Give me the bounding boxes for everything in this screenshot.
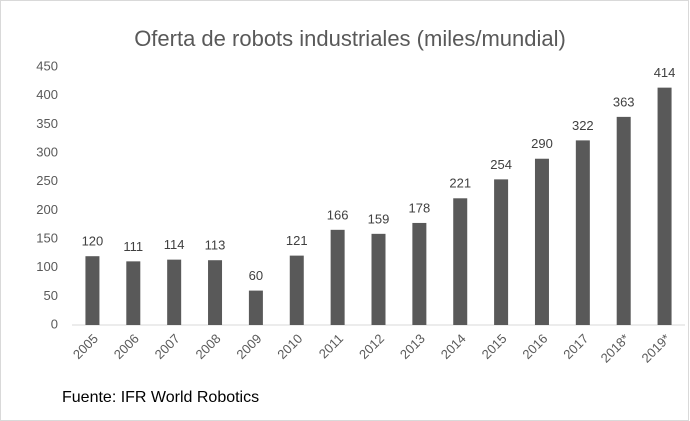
y-tick-label: 350 — [36, 116, 58, 131]
data-label: 159 — [368, 211, 390, 226]
bar — [289, 255, 304, 325]
chart-title: Oferta de robots industriales (miles/mun… — [134, 26, 566, 51]
bar — [167, 259, 182, 325]
bar — [126, 261, 141, 325]
x-tick-label: 2008 — [193, 331, 224, 362]
data-label: 111 — [123, 239, 143, 254]
bar — [85, 256, 100, 325]
data-label: 290 — [531, 136, 553, 151]
data-label: 60 — [249, 268, 263, 283]
y-tick-label: 100 — [36, 259, 58, 274]
bar — [657, 87, 672, 325]
y-tick-label: 50 — [44, 288, 58, 303]
y-tick-label: 150 — [36, 230, 58, 245]
data-label: 120 — [82, 234, 104, 249]
x-tick-label: 2011 — [316, 331, 346, 361]
data-label: 166 — [327, 207, 349, 222]
data-label: 414 — [654, 65, 676, 80]
x-tick-label: 2009 — [233, 331, 264, 362]
data-label: 114 — [164, 237, 185, 252]
bar — [330, 229, 345, 325]
y-tick-label: 400 — [36, 87, 58, 102]
x-tick-label: 2005 — [70, 331, 101, 362]
bar — [371, 233, 386, 325]
data-label: 322 — [572, 118, 594, 133]
bar — [575, 140, 590, 325]
y-tick-label: 0 — [51, 316, 58, 331]
bar — [494, 179, 509, 325]
x-tick-label: 2018* — [598, 331, 633, 366]
data-label: 113 — [205, 238, 226, 253]
x-tick-label: 2007 — [152, 331, 183, 362]
data-label: 121 — [286, 233, 308, 248]
x-tick-label: 2017 — [560, 331, 591, 362]
x-tick-label: 2015 — [479, 331, 510, 362]
y-tick-label: 450 — [36, 58, 58, 73]
bar — [534, 158, 549, 325]
x-tick-label: 2014 — [438, 331, 469, 362]
data-label: 254 — [490, 157, 512, 172]
x-tick-label: 2010 — [274, 331, 305, 362]
data-label: 178 — [409, 200, 431, 215]
data-label: 363 — [613, 94, 635, 109]
x-tick-label: 2013 — [397, 331, 428, 362]
y-tick-label: 250 — [36, 173, 58, 188]
bar — [208, 260, 223, 325]
x-tick-label: 2016 — [519, 331, 550, 362]
x-tick-label: 2019* — [638, 331, 673, 366]
x-tick-label: 2006 — [111, 331, 142, 362]
bar — [412, 222, 427, 325]
bar — [453, 198, 468, 325]
y-tick-label: 200 — [36, 202, 58, 217]
bar — [616, 116, 631, 325]
bar — [248, 290, 263, 325]
x-tick-label: 2012 — [356, 331, 387, 362]
source-note: Fuente: IFR World Robotics — [62, 389, 259, 406]
data-label: 221 — [449, 176, 471, 191]
y-tick-label: 300 — [36, 144, 58, 159]
